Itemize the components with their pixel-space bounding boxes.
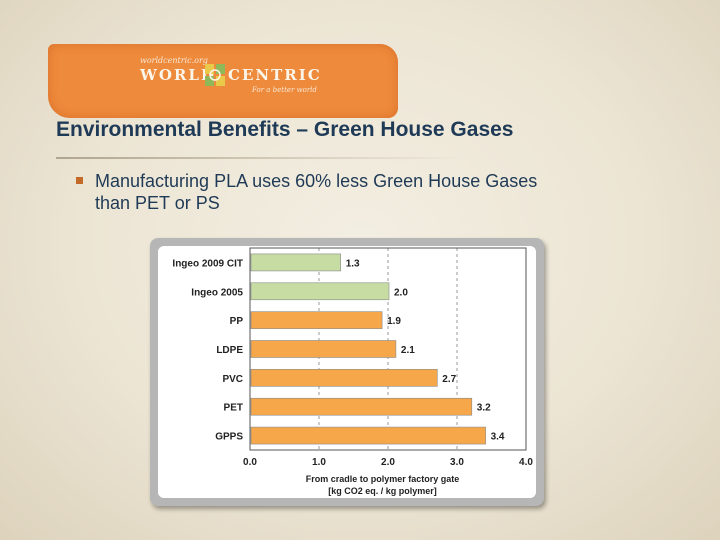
category-label: LDPE	[216, 345, 243, 356]
x-axis-label-line-1: From cradle to polymer factory gate	[306, 474, 460, 484]
bullet-line-1: Manufacturing PLA uses 60% less Green Ho…	[95, 171, 538, 191]
plot-frame	[249, 247, 527, 451]
title-divider	[56, 157, 466, 159]
category-label: GPPS	[215, 432, 243, 443]
globe-emblem-icon	[205, 64, 225, 86]
category-label: PVC	[222, 374, 243, 385]
bar	[250, 253, 341, 272]
value-label: 1.9	[387, 316, 401, 327]
x-axis-label-line-2: [kg CO2 eq. / kg polymer]	[328, 486, 437, 496]
bar	[250, 369, 438, 387]
bar	[250, 282, 390, 301]
bullet-line-2: than PET or PS	[95, 193, 220, 213]
slide-title: Environmental Benefits – Green House Gas…	[56, 118, 514, 141]
x-tick-label: 2.0	[381, 457, 395, 468]
logo-word-world: WORLD	[140, 66, 216, 84]
x-tick-label: 0.0	[243, 457, 257, 468]
logo-word-centric: CENTRIC	[228, 66, 322, 84]
bar	[250, 426, 486, 445]
ghg-chart-panel: Ingeo 2009 CIT 1.3 Ingeo 2005 2.0 PP 1.9 LDPE 2…	[150, 238, 544, 506]
value-label: 2.0	[394, 287, 408, 298]
bar	[250, 340, 397, 358]
value-label: 3.4	[491, 432, 505, 443]
category-label: PET	[224, 403, 243, 414]
x-tick-label: 4.0	[519, 457, 533, 468]
logo-small-text: worldcentric.org	[140, 56, 208, 65]
bar	[250, 311, 383, 329]
value-label: 2.1	[401, 345, 415, 356]
bullet-point: Manufacturing PLA uses 60% less Green Ho…	[95, 170, 655, 214]
x-tick-label: 1.0	[312, 457, 326, 468]
bar	[250, 397, 473, 416]
bullet-square-icon	[76, 177, 83, 184]
category-label: PP	[230, 316, 244, 327]
logo-tagline: For a better world	[252, 86, 317, 94]
value-label: 2.7	[442, 374, 456, 385]
category-label: Ingeo 2009 CIT	[172, 258, 243, 269]
value-label: 3.2	[477, 403, 491, 414]
value-label: 1.3	[346, 258, 360, 269]
x-tick-label: 3.0	[450, 457, 464, 468]
category-label: Ingeo 2005	[191, 287, 243, 298]
ghg-bar-chart: Ingeo 2009 CIT 1.3 Ingeo 2005 2.0 PP 1.9 LDPE 2…	[158, 246, 536, 498]
world-centric-logo: worldcentric.org WORLD CENTRIC For a bet…	[48, 44, 398, 118]
